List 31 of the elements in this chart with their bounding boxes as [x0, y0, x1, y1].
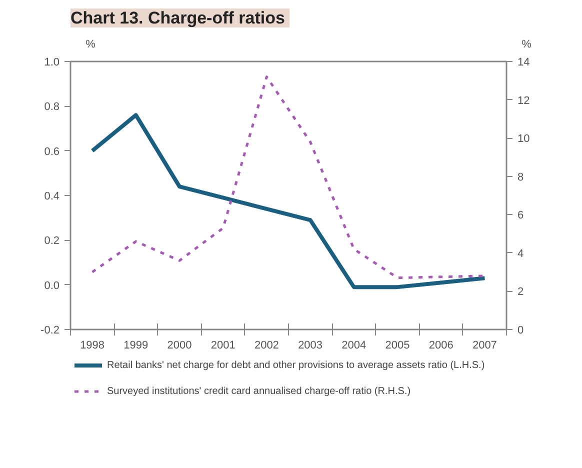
- legend-label: Surveyed institutions' credit card annualised charge-off ratio (R.H.S.): [107, 386, 411, 396]
- y2-tick-label: 8: [518, 171, 524, 184]
- y2-tick-label: 12: [518, 94, 530, 107]
- y2-tick-label: 4: [518, 248, 524, 260]
- y-tick-label: 0.6: [44, 146, 60, 158]
- y-tick-label: 1.0: [44, 56, 60, 68]
- x-tick-label: 2007: [472, 340, 497, 352]
- x-tick-label: 2005: [385, 340, 410, 352]
- x-tick-label: 1999: [124, 340, 148, 352]
- y-tick-label: 0.0: [44, 280, 60, 292]
- x-tick-label: 2000: [167, 340, 192, 352]
- y2-tick-label: 6: [518, 210, 524, 222]
- y-axis-title: %: [86, 38, 96, 51]
- chart-title: Chart 13. Charge-off ratios: [70, 8, 285, 28]
- x-tick-label: 2001: [210, 340, 236, 352]
- x-tick-label: 2002: [254, 340, 279, 352]
- x-tick-label: 2004: [342, 340, 366, 352]
- x-tick-label: 2006: [428, 340, 454, 352]
- y2-tick-label: 10: [518, 133, 530, 146]
- y-tick-label: 0.8: [44, 101, 60, 114]
- y2-tick-label: 2: [518, 286, 524, 298]
- legend-label: Retail banks' net charge for debt and other provisions to average assets ratio (L.H.S.): [107, 360, 485, 370]
- y-tick-label: -0.2: [40, 324, 60, 336]
- x-tick-label: 2003: [298, 340, 323, 352]
- x-tick-label: 1998: [80, 340, 105, 352]
- line-series: [90, 113, 487, 290]
- y2-axis-title: %: [522, 38, 532, 51]
- y-tick-label: 0.2: [44, 235, 60, 248]
- y2-tick-label: 0: [518, 324, 524, 336]
- y2-tick-label: 14: [518, 56, 530, 68]
- y-tick-label: 0.4: [44, 190, 60, 202]
